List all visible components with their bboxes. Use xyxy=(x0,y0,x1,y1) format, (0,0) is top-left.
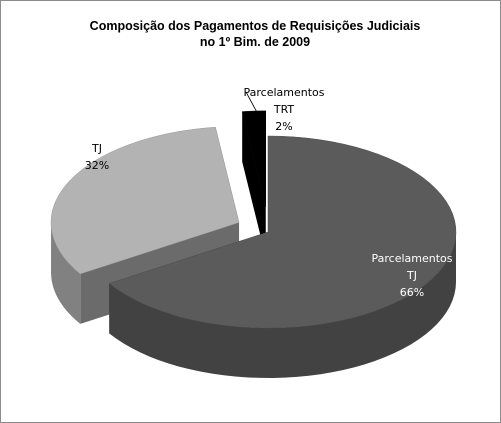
category-label: TJ xyxy=(406,269,417,282)
category-label: TRT xyxy=(273,103,295,116)
slice-top xyxy=(241,110,266,207)
category-label: Parcelamentos xyxy=(371,252,452,265)
slice-top xyxy=(108,135,457,329)
data-label: Parcelamentos TJ 66% xyxy=(371,252,452,299)
slice-side xyxy=(242,111,266,257)
value-label: 32% xyxy=(85,159,109,172)
slice-wall xyxy=(51,222,81,324)
category-label: Parcelamentos xyxy=(243,86,324,99)
data-label: TJ 32% xyxy=(85,142,109,172)
slice xyxy=(108,135,457,378)
slice xyxy=(241,110,266,257)
chart-title: Composição dos Pagamentos de Requisições… xyxy=(90,19,421,33)
data-label: Parcelamentos TRT 2% xyxy=(243,86,324,133)
value-label: 2% xyxy=(275,120,292,133)
slice-wall xyxy=(109,232,456,378)
category-label: TJ xyxy=(91,142,102,155)
leader-line xyxy=(245,91,259,115)
value-label: 66% xyxy=(400,286,424,299)
slice-top xyxy=(50,126,240,275)
chart-title: no 1º Bim. de 2009 xyxy=(200,35,310,49)
